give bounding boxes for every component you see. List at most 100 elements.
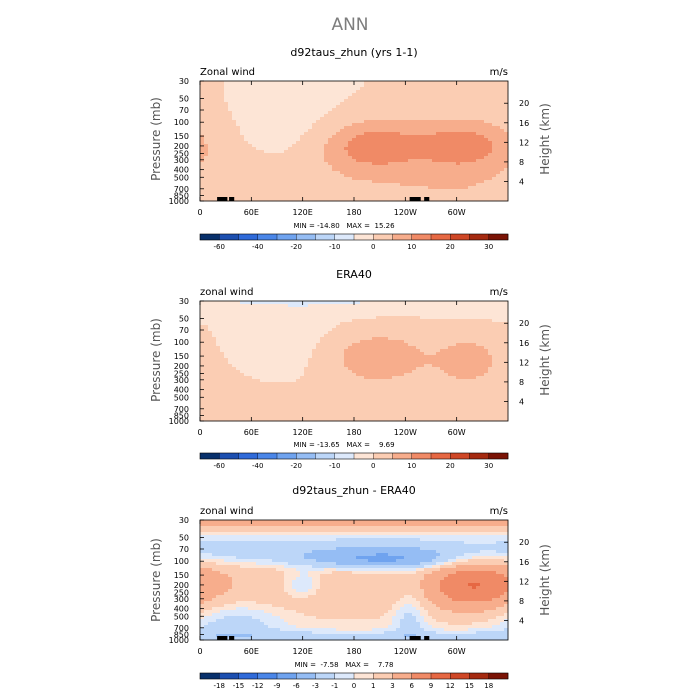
- field-cell: [236, 171, 241, 175]
- field-cell: [460, 108, 465, 112]
- field-cell: [412, 313, 417, 317]
- field-cell: [260, 123, 265, 127]
- field-cell: [440, 93, 445, 97]
- field-cell: [388, 168, 393, 172]
- field-cell: [316, 105, 321, 109]
- field-cell: [424, 141, 429, 145]
- field-cell: [260, 370, 265, 374]
- field-cell: [440, 171, 445, 175]
- field-cell: [232, 325, 237, 329]
- field-cell: [440, 337, 445, 341]
- field-cell: [384, 147, 389, 151]
- field-cell: [252, 198, 257, 202]
- field-cell: [300, 195, 305, 199]
- field-cell: [500, 102, 505, 106]
- field-cell: [232, 322, 237, 326]
- field-cell: [328, 186, 333, 190]
- field-cell: [496, 313, 501, 317]
- field-cell: [428, 198, 433, 202]
- field-cell: [256, 186, 261, 190]
- field-cell: [268, 304, 273, 308]
- field-cell: [356, 93, 361, 97]
- field-cell: [320, 90, 325, 94]
- field-cell: [320, 174, 325, 178]
- field-cell: [212, 138, 217, 142]
- field-cell: [400, 325, 405, 329]
- field-cell: [208, 114, 213, 118]
- field-cell: [500, 346, 505, 350]
- field-cell: [260, 99, 265, 103]
- field-cell: [320, 102, 325, 106]
- field-cell: [280, 129, 285, 133]
- field-cell: [492, 162, 497, 166]
- field-cell: [268, 349, 273, 353]
- field-cell: [416, 168, 421, 172]
- field-cell: [504, 132, 509, 136]
- field-cell: [304, 168, 309, 172]
- field-cell: [400, 150, 405, 154]
- field-cell: [324, 105, 329, 109]
- field-cell: [260, 319, 265, 323]
- y-tick-label: 150: [174, 132, 189, 141]
- field-cell: [332, 340, 337, 344]
- field-cell: [324, 198, 329, 202]
- field-cell: [248, 364, 253, 368]
- field-cell: [240, 198, 245, 202]
- field-cell: [376, 319, 381, 323]
- field-cell: [284, 171, 289, 175]
- field-cell: [244, 370, 249, 374]
- field-cell: [324, 325, 329, 329]
- field-cell: [404, 313, 409, 317]
- field-cell: [344, 174, 349, 178]
- field-cell: [300, 364, 305, 368]
- field-cell: [204, 90, 209, 94]
- field-cell: [352, 367, 357, 371]
- field-cell: [296, 310, 301, 314]
- field-cell: [348, 105, 353, 109]
- field-cell: [428, 96, 433, 100]
- field-cell: [344, 168, 349, 172]
- field-cell: [436, 135, 441, 139]
- field-cell: [440, 198, 445, 202]
- field-cell: [504, 105, 509, 109]
- field-cell: [224, 117, 229, 121]
- field-cell: [296, 150, 301, 154]
- field-cell: [488, 126, 493, 130]
- field-cell: [420, 343, 425, 347]
- field-cell: [388, 343, 393, 347]
- field-cell: [252, 367, 257, 371]
- field-cell: [352, 192, 357, 196]
- field-cell: [492, 301, 497, 305]
- field-cell: [292, 138, 297, 142]
- field-cell: [340, 159, 345, 163]
- field-cell: [244, 301, 249, 305]
- field-cell: [264, 180, 269, 184]
- field-cell: [396, 120, 401, 124]
- field-cell: [272, 340, 277, 344]
- field-cell: [316, 132, 321, 136]
- field-cell: [352, 310, 357, 314]
- field-cell: [364, 183, 369, 187]
- field-cell: [344, 129, 349, 133]
- field-cell: [452, 102, 457, 106]
- field-cell: [316, 319, 321, 323]
- field-cell: [256, 192, 261, 196]
- field-cell: [456, 147, 461, 151]
- field-cell: [416, 319, 421, 323]
- field-cell: [448, 301, 453, 305]
- field-cell: [404, 156, 409, 160]
- field-cell: [384, 99, 389, 103]
- field-cell: [460, 340, 465, 344]
- field-cell: [268, 313, 273, 317]
- field-cell: [372, 355, 377, 359]
- field-cell: [220, 84, 225, 88]
- field-cell: [320, 114, 325, 118]
- field-cell: [444, 147, 449, 151]
- field-cell: [256, 322, 261, 326]
- field-cell: [256, 195, 261, 199]
- field-cell: [336, 114, 341, 118]
- field-cell: [400, 129, 405, 133]
- field-cell: [344, 328, 349, 332]
- field-cell: [284, 304, 289, 308]
- field-cell: [328, 331, 333, 335]
